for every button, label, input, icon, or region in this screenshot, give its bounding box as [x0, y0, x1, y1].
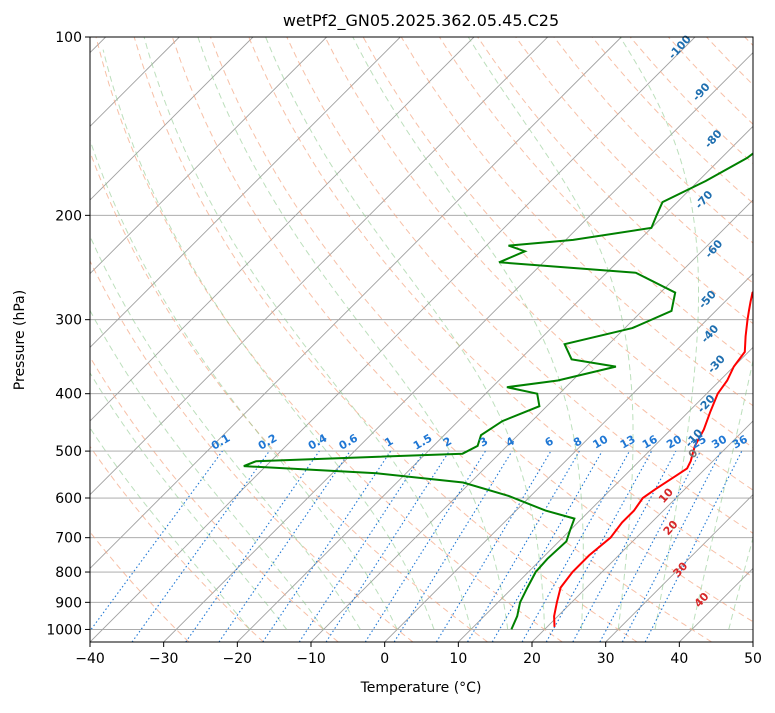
x-tick-label: 10: [449, 651, 467, 667]
y-tick-label: 200: [55, 208, 82, 224]
x-tick-label: 20: [523, 651, 541, 667]
y-tick-label: 900: [55, 595, 82, 611]
y-axis-label: Pressure (hPa): [12, 290, 28, 390]
y-tick-label: 300: [55, 313, 82, 329]
x-axis-label: Temperature (°C): [360, 680, 482, 696]
y-tick-label: 700: [55, 531, 82, 547]
x-tick-label: −10: [296, 651, 326, 667]
x-tick-label: 30: [597, 651, 615, 667]
y-tick-label: 1000: [46, 622, 82, 638]
y-tick-label: 400: [55, 387, 82, 403]
y-tick-label: 100: [55, 30, 82, 46]
x-tick-label: −30: [149, 651, 179, 667]
x-tick-label: 50: [744, 651, 762, 667]
y-tick-label: 600: [55, 491, 82, 507]
chart-title: wetPf2_GN05.2025.362.05.45.C25: [283, 11, 559, 31]
x-tick-label: −40: [75, 651, 105, 667]
y-tick-label: 800: [55, 565, 82, 581]
y-tick-label: 500: [55, 444, 82, 460]
x-tick-label: 0: [380, 651, 389, 667]
x-tick-label: 40: [670, 651, 688, 667]
x-tick-label: −20: [223, 651, 253, 667]
